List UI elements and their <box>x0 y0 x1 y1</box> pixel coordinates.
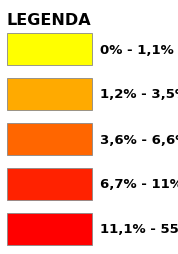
Text: 0% - 1,1%: 0% - 1,1% <box>100 43 174 56</box>
Text: LEGENDA: LEGENDA <box>7 13 92 28</box>
FancyBboxPatch shape <box>7 123 92 155</box>
FancyBboxPatch shape <box>7 168 92 200</box>
Text: 11,1% - 55,2%: 11,1% - 55,2% <box>100 223 178 235</box>
Text: 3,6% - 6,6%: 3,6% - 6,6% <box>100 133 178 146</box>
Text: 1,2% - 3,5%: 1,2% - 3,5% <box>100 88 178 101</box>
FancyBboxPatch shape <box>7 79 92 110</box>
FancyBboxPatch shape <box>7 213 92 245</box>
Text: 6,7% - 11%: 6,7% - 11% <box>100 178 178 191</box>
FancyBboxPatch shape <box>7 34 92 66</box>
